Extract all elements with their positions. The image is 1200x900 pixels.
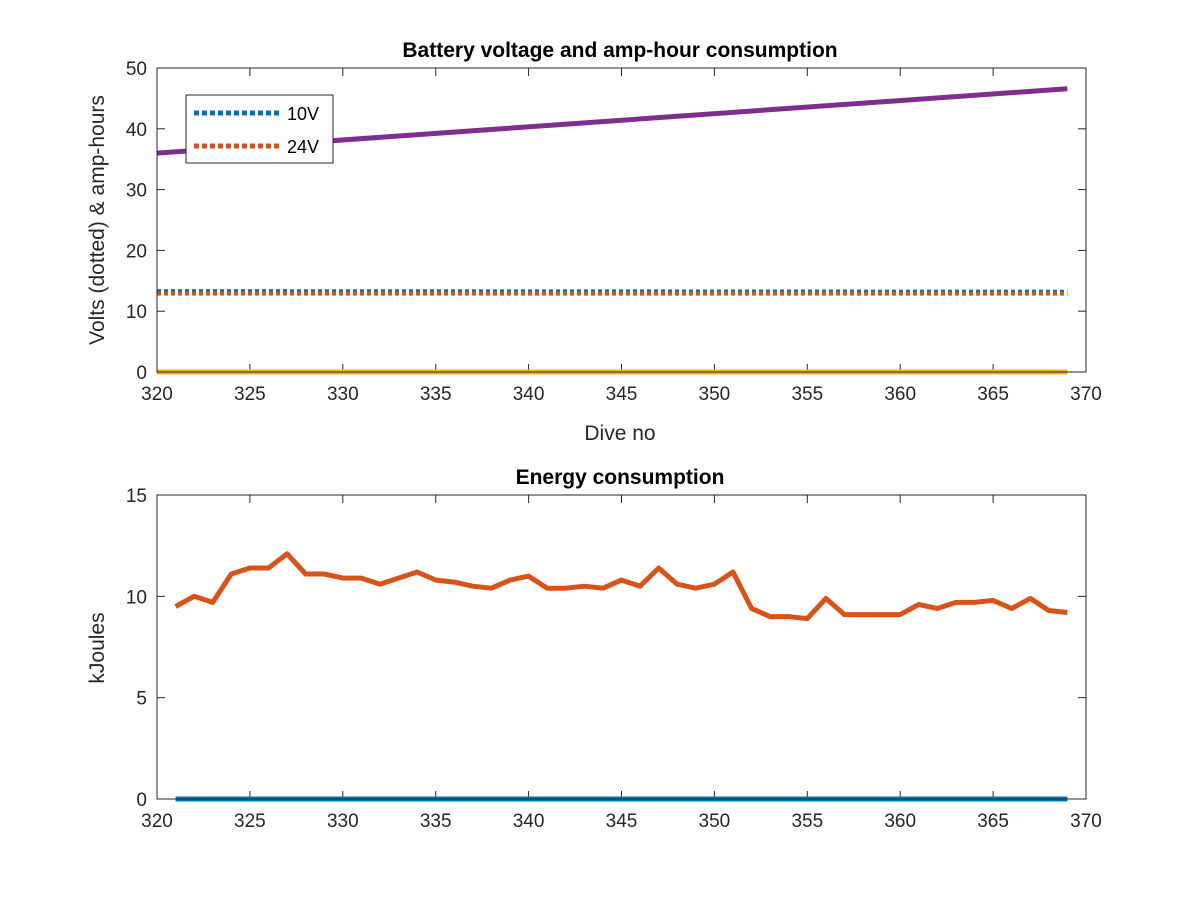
energy-chart-x-tick-label: 340 bbox=[513, 811, 545, 832]
voltage-chart-x-tick-label: 360 bbox=[884, 384, 916, 405]
legend-label-24v: 24V bbox=[287, 137, 319, 157]
energy-chart-x-tick-label: 350 bbox=[699, 811, 731, 832]
legend-box bbox=[185, 94, 334, 164]
voltage-chart-y-tick-label: 50 bbox=[126, 59, 147, 80]
voltage-chart-y-tick-label: 20 bbox=[126, 241, 147, 262]
voltage-chart-x-tick-label: 370 bbox=[1070, 384, 1102, 405]
voltage-chart-x-tick-label: 350 bbox=[699, 384, 731, 405]
energy-chart-x-tick-label: 360 bbox=[884, 811, 916, 832]
energy-chart: Energy consumption kJoules 320 325 330 335 3… bbox=[86, 466, 1102, 832]
voltage-chart-x-ticks: 320 325 330 335 340 345 350 355 360 365 370 bbox=[141, 68, 1102, 405]
voltage-chart-y-ticks: 0 10 20 30 40 50 bbox=[126, 59, 1086, 384]
voltage-chart-y-tick-label: 0 bbox=[136, 363, 147, 384]
legend-label-10v: 10V bbox=[287, 104, 319, 124]
energy-chart-y-tick-label: 5 bbox=[136, 689, 147, 710]
voltage-chart-x-tick-label: 345 bbox=[606, 384, 638, 405]
energy-chart-y-tick-label: 10 bbox=[126, 587, 147, 608]
voltage-chart-x-tick-label: 340 bbox=[513, 384, 545, 405]
energy-chart-y-tick-label: 0 bbox=[136, 790, 147, 811]
energy-chart-x-tick-label: 370 bbox=[1070, 811, 1102, 832]
energy-chart-x-tick-label: 355 bbox=[791, 811, 823, 832]
energy-chart-x-tick-label: 325 bbox=[234, 811, 266, 832]
voltage-chart-x-tick-label: 325 bbox=[234, 384, 266, 405]
voltage-chart-x-tick-label: 330 bbox=[327, 384, 359, 405]
voltage-chart: Battery voltage and amp-hour consumption… bbox=[86, 39, 1102, 445]
energy-chart-x-tick-label: 345 bbox=[606, 811, 638, 832]
voltage-chart-title: Battery voltage and amp-hour consumption bbox=[402, 39, 837, 62]
energy-chart-title: Energy consumption bbox=[516, 466, 725, 489]
energy-chart-ylabel: kJoules bbox=[86, 612, 109, 683]
energy-chart-x-tick-label: 365 bbox=[977, 811, 1009, 832]
voltage-chart-xlabel: Dive no bbox=[584, 422, 655, 445]
voltage-chart-axes-box bbox=[156, 67, 1087, 373]
energy-chart-x-tick-label: 335 bbox=[420, 811, 452, 832]
voltage-chart-x-tick-label: 355 bbox=[791, 384, 823, 405]
energy-chart-series-line-1 bbox=[174, 551, 1068, 622]
voltage-chart-y-tick-label: 30 bbox=[126, 181, 147, 202]
voltage-chart-x-tick-label: 365 bbox=[977, 384, 1009, 405]
voltage-chart-x-tick-label: 320 bbox=[141, 384, 173, 405]
energy-chart-axes-box bbox=[156, 494, 1087, 800]
voltage-chart-y-tick-label: 40 bbox=[126, 120, 147, 141]
voltage-chart-ylabel: Volts (dotted) & amp-hours bbox=[86, 95, 109, 345]
energy-chart-y-tick-label: 15 bbox=[126, 486, 147, 507]
voltage-chart-legend: 10V 24V bbox=[185, 94, 334, 164]
voltage-chart-x-tick-label: 335 bbox=[420, 384, 452, 405]
energy-chart-x-tick-label: 330 bbox=[327, 811, 359, 832]
energy-chart-x-tick-label: 320 bbox=[141, 811, 173, 832]
voltage-chart-y-tick-label: 10 bbox=[126, 302, 147, 323]
